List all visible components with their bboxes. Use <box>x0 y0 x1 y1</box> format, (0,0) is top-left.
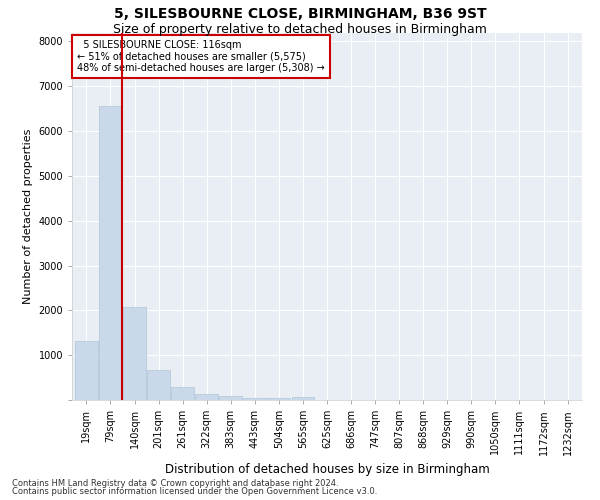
Text: 5, SILESBOURNE CLOSE, BIRMINGHAM, B36 9ST: 5, SILESBOURNE CLOSE, BIRMINGHAM, B36 9S… <box>113 8 487 22</box>
Bar <box>99 106 122 400</box>
Bar <box>147 370 170 400</box>
Text: Size of property relative to detached houses in Birmingham: Size of property relative to detached ho… <box>113 22 487 36</box>
X-axis label: Distribution of detached houses by size in Birmingham: Distribution of detached houses by size … <box>164 463 490 476</box>
Text: 5 SILESBOURNE CLOSE: 116sqm
← 51% of detached houses are smaller (5,575)
48% of : 5 SILESBOURNE CLOSE: 116sqm ← 51% of det… <box>77 40 325 73</box>
Bar <box>195 394 218 400</box>
Bar <box>171 387 194 400</box>
Text: Contains public sector information licensed under the Open Government Licence v3: Contains public sector information licen… <box>12 487 377 496</box>
Text: Contains HM Land Registry data © Crown copyright and database right 2024.: Contains HM Land Registry data © Crown c… <box>12 478 338 488</box>
Bar <box>244 398 266 400</box>
Bar <box>123 307 146 400</box>
Bar <box>75 341 98 400</box>
Bar <box>220 396 242 400</box>
Y-axis label: Number of detached properties: Number of detached properties <box>23 128 33 304</box>
Bar <box>268 398 290 400</box>
Bar <box>292 397 314 400</box>
